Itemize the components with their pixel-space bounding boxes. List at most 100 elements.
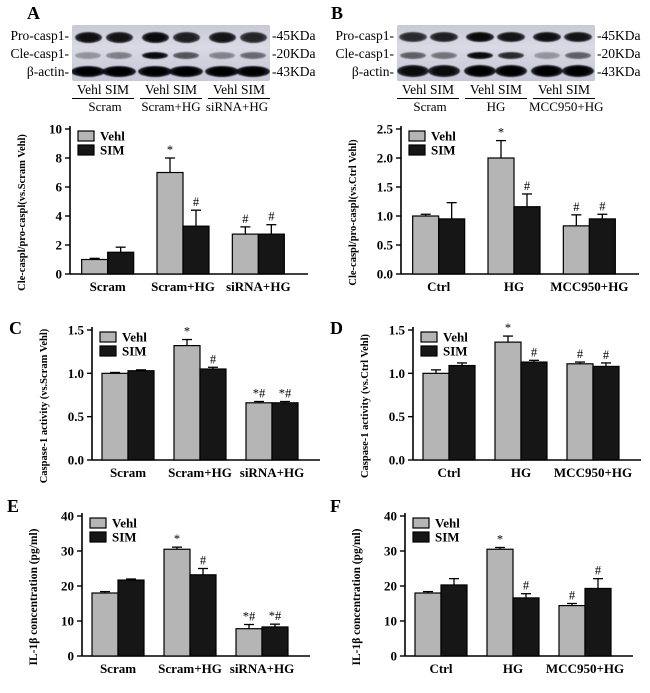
y-tick-label: 1.5: [68, 323, 85, 338]
legend-label-sim: SIM: [435, 530, 460, 545]
significance-mark: *#: [243, 610, 256, 624]
blot-band: [74, 31, 102, 43]
panel-letter-a: A: [27, 3, 40, 23]
category-label: Scram: [110, 465, 146, 480]
bar-vehl: [486, 548, 514, 657]
bar-vehl: [422, 372, 450, 461]
bar-sim: [513, 206, 541, 275]
bar-sim: [448, 364, 476, 461]
legend-swatch-sim: [99, 345, 117, 357]
y-tick-label: 2: [56, 238, 63, 253]
bar-sim: [257, 233, 285, 275]
blot-band: [533, 32, 561, 42]
row-top: A Pro-casp1- Cle-casp1- β-actin- -45KDa …: [0, 0, 650, 310]
y-tick-label: 0.0: [377, 267, 393, 282]
blot-label-b-actin: β-actin-: [351, 64, 394, 79]
blot-band: [106, 51, 132, 59]
blot-label-pro-casp1: Pro-casp1-: [335, 28, 394, 43]
blot-band: [428, 65, 460, 77]
blot-b-group-labels: Scram HG MCC950+HG: [397, 99, 603, 115]
blot-band: [172, 31, 200, 43]
significance-mark: #: [242, 212, 249, 226]
y-tick-label: 10: [61, 614, 74, 629]
bar-vehl: [412, 215, 440, 275]
y-axis-label: Caspase-1 activity (vs.Scram Vehl): [39, 328, 50, 483]
legend-label-sim: SIM: [100, 143, 125, 158]
significance-mark: *: [497, 533, 503, 547]
y-tick-label: 1.5: [377, 180, 394, 195]
blot-band: [105, 31, 133, 43]
blot-band: [397, 65, 429, 77]
blot-band: [430, 32, 458, 42]
legend-label-sim: SIM: [431, 143, 456, 158]
y-axis-label: Cle-caspl/pro-caspl(vs.Ctrl Vehl): [348, 139, 359, 286]
blot-band: [102, 65, 136, 77]
chart-e: 0 10 20 30 40 IL-1β concentration (pg/ml) Scra…: [28, 509, 310, 676]
y-tick-label: 0.5: [377, 238, 394, 253]
lane-pair-label: Vehl SIM: [208, 82, 270, 99]
legend-label-vehl: Vehl: [443, 330, 468, 345]
y-tick-label: 10: [49, 122, 62, 137]
blot-band: [138, 65, 172, 77]
significance-mark: #: [268, 210, 275, 224]
bar-sim: [438, 218, 466, 275]
category-label: MCC950+HG: [546, 661, 624, 676]
y-tick-label: 10: [384, 614, 397, 629]
y-tick-label: 1.0: [389, 366, 405, 381]
blot-band: [466, 32, 494, 42]
category-label: Ctrl: [437, 465, 460, 480]
blot-band: [534, 51, 560, 59]
significance-mark: #: [531, 345, 538, 359]
y-tick-label: 40: [61, 509, 74, 524]
bar-vehl: [414, 592, 442, 657]
significance-mark: *#: [253, 387, 266, 401]
bar-vehl: [101, 372, 129, 461]
chart-c: 0.0 0.5 1.0 1.5 Caspase-1 activity (vs.Scram…: [39, 323, 320, 483]
bar-sim: [182, 225, 210, 275]
bar-vehl: [558, 604, 586, 657]
group-label: Scram: [88, 99, 122, 114]
blot-b-protein-labels: Pro-casp1- Cle-casp1- β-actin-: [325, 25, 397, 81]
group-label: Scram+HG: [141, 99, 201, 114]
bar-vehl: [494, 341, 522, 461]
y-tick-label: 2.0: [377, 151, 393, 166]
lane-pair-label: Vehl SIM: [397, 82, 459, 99]
category-label: MCC950+HG: [554, 465, 632, 480]
y-tick-label: 0.5: [389, 409, 406, 424]
bar-sim: [117, 579, 145, 657]
group-label: Scram: [413, 99, 447, 114]
category-label: Ctrl: [427, 279, 450, 294]
y-tick-label: 20: [384, 579, 397, 594]
blot-b-lane-labels: Vehl SIM Vehl SIM Vehl SIM: [397, 82, 595, 99]
blot-band: [467, 51, 493, 59]
bar-sim: [261, 626, 289, 657]
y-tick-label: 30: [61, 544, 74, 559]
blot-band: [142, 51, 168, 59]
y-tick-label: 8: [56, 151, 63, 166]
kda-43: -43KDa: [272, 64, 316, 79]
category-label: HG: [511, 465, 531, 480]
panel-letter-c: C: [9, 318, 22, 338]
category-label: MCC950+HG: [550, 279, 628, 294]
chart-b: 0.0 0.5 1.0 1.5 2.0 2.5 Cle-caspl/pro-caspl(vs…: [348, 122, 639, 294]
blot-b-kda-labels: -45KDa -20KDa -43KDa: [595, 25, 649, 81]
blot-band: [209, 51, 235, 59]
significance-mark: *#: [279, 387, 292, 401]
bar-vehl: [163, 548, 191, 657]
panel-a: A Pro-casp1- Cle-casp1- β-actin- -45KDa …: [0, 0, 325, 310]
bar-sim: [199, 368, 227, 461]
western-blot-a: Pro-casp1- Cle-casp1- β-actin- -45KDa -2…: [0, 25, 325, 115]
bar-vehl: [173, 345, 201, 461]
bar-vehl: [487, 157, 515, 275]
legend-swatch-vehl: [77, 130, 95, 142]
blot-band: [208, 31, 236, 43]
blot-band: [236, 65, 270, 77]
legend-label-vehl: Vehl: [435, 516, 460, 531]
bar-vehl: [156, 171, 184, 275]
row-middle: C 0.0 0.5 1.0 1.5 Caspase-1 activity (vs.Scr…: [0, 310, 650, 496]
panel-letter-e: E: [7, 496, 20, 516]
y-tick-label: 30: [384, 544, 397, 559]
blot-label-pro-casp1: Pro-casp1-: [10, 28, 69, 43]
legend-label-vehl: Vehl: [431, 129, 456, 144]
